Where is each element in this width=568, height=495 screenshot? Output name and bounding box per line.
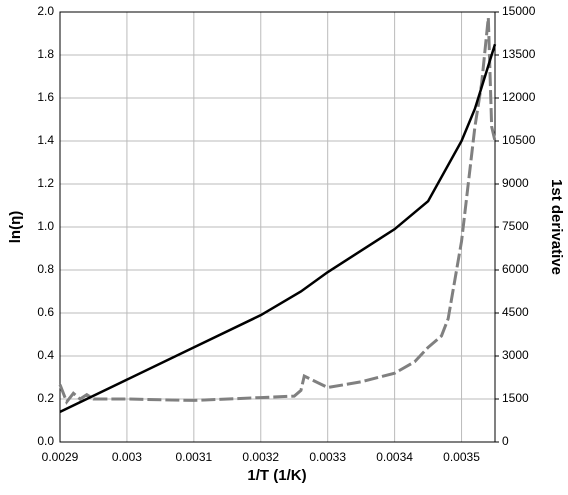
plot-frame <box>59 11 496 443</box>
x-tick-label: 0.0034 <box>376 450 413 464</box>
y-tick-label: 1.2 <box>37 176 54 190</box>
series-line <box>59 43 497 414</box>
y2-tick-label: 3000 <box>502 348 529 362</box>
y2-tick-label: 12000 <box>502 90 536 104</box>
y2-tick-label: 6000 <box>502 262 529 276</box>
y-tick-label: 1.6 <box>37 90 54 104</box>
x-tick-label: 0.0033 <box>309 450 346 464</box>
y2-axis-label: 1st derivative <box>548 179 565 275</box>
y2-tick-label: 10500 <box>502 133 536 147</box>
y2-tick-label: 1500 <box>502 391 529 405</box>
y-tick-label: 0.8 <box>37 262 54 276</box>
y2-tick-label: 15000 <box>502 4 536 18</box>
x-tick-label: 0.0035 <box>443 450 480 464</box>
y2-tick-label: 4500 <box>502 305 529 319</box>
x-tick-label: 0.0032 <box>242 450 279 464</box>
y2-tick-label: 7500 <box>502 219 529 233</box>
y2-tick-label: 0 <box>502 434 509 448</box>
y-tick-label: 0.6 <box>37 305 54 319</box>
y2-tick-label: 13500 <box>502 47 536 61</box>
y-tick-label: 1.4 <box>37 133 54 147</box>
y-tick-label: 0.2 <box>37 391 54 405</box>
y-tick-label: 1.8 <box>37 47 54 61</box>
y-tick-label: 1.0 <box>37 219 54 233</box>
y-tick-label: 0.0 <box>37 434 54 448</box>
x-tick-label: 0.003 <box>112 450 142 464</box>
y2-tick-label: 9000 <box>502 176 529 190</box>
x-tick-label: 0.0031 <box>175 450 212 464</box>
y-tick-label: 2.0 <box>37 4 54 18</box>
series-line <box>58 17 497 405</box>
x-tick-label: 0.0029 <box>42 450 79 464</box>
y-tick-label: 0.4 <box>37 348 54 362</box>
y-axis-label: ln(η) <box>7 211 24 243</box>
x-axis-label: 1/T (1/K) <box>247 467 306 484</box>
